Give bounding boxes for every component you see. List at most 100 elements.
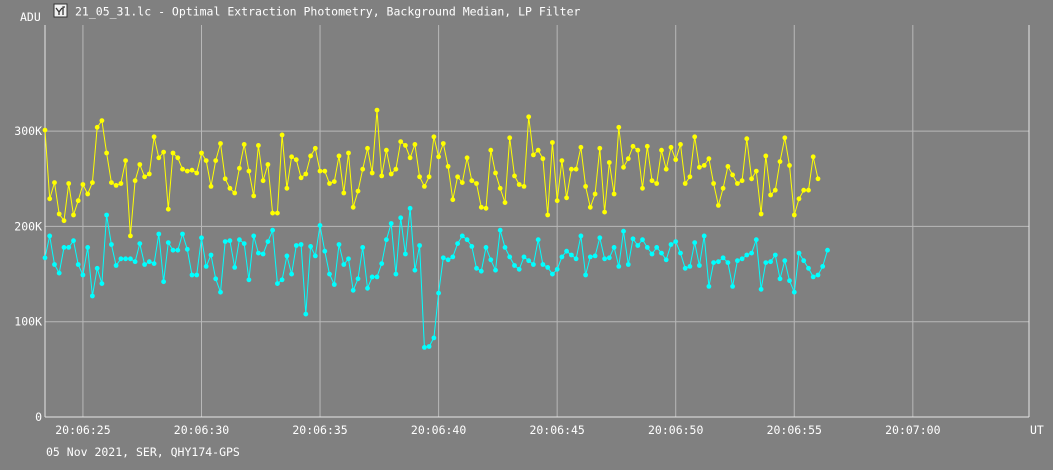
data-point <box>678 250 683 256</box>
data-point <box>61 218 67 224</box>
data-point <box>75 262 81 267</box>
data-point <box>118 256 124 262</box>
data-point <box>697 164 702 170</box>
data-point <box>184 246 190 252</box>
data-point <box>99 118 105 123</box>
vertical-gridlines <box>82 25 914 417</box>
data-point <box>66 181 72 186</box>
data-point <box>621 164 626 170</box>
data-point <box>374 274 380 280</box>
data-point <box>730 172 735 178</box>
data-point <box>445 257 451 263</box>
data-point <box>227 185 233 191</box>
data-point <box>175 247 181 253</box>
data-point <box>175 155 181 161</box>
data-point <box>289 154 294 160</box>
data-point <box>597 235 603 241</box>
data-point <box>735 258 740 264</box>
data-point <box>104 150 109 156</box>
data-point <box>768 192 773 198</box>
data-point <box>279 277 285 283</box>
data-point <box>474 181 479 186</box>
data-point <box>488 147 494 153</box>
data-point <box>507 135 513 141</box>
data-point <box>692 134 698 140</box>
data-point <box>90 293 95 299</box>
data-point <box>507 254 513 260</box>
data-point <box>180 166 185 172</box>
data-point <box>625 156 631 162</box>
data-point <box>293 157 299 163</box>
data-point <box>146 259 152 265</box>
data-point <box>246 168 252 174</box>
data-point <box>56 270 62 276</box>
data-point <box>739 178 745 184</box>
data-point <box>531 152 536 158</box>
data-point <box>66 245 72 250</box>
data-point <box>488 257 494 263</box>
data-point <box>56 211 62 217</box>
data-point <box>469 244 475 249</box>
data-point <box>317 223 323 228</box>
data-point <box>365 145 370 151</box>
data-point <box>346 150 351 156</box>
data-point <box>663 257 669 263</box>
data-point <box>758 286 764 292</box>
y-tick-label: 0 <box>35 410 42 424</box>
x-tick-label: 20:06:40 <box>411 423 466 437</box>
data-point <box>564 248 569 254</box>
window-title: 21_05_31.lc - Optimal Extraction Photome… <box>75 5 580 19</box>
data-point <box>222 239 228 245</box>
data-point <box>275 210 280 216</box>
data-point <box>303 311 309 317</box>
data-point <box>289 271 294 277</box>
data-point <box>649 178 655 184</box>
data-point <box>687 264 693 269</box>
data-point <box>801 187 807 193</box>
data-point <box>194 272 200 278</box>
data-point <box>165 240 171 246</box>
data-point <box>464 237 470 243</box>
data-point <box>341 262 347 267</box>
data-point <box>227 238 233 244</box>
data-point <box>374 107 380 113</box>
data-point <box>161 279 167 285</box>
data-point <box>455 241 460 247</box>
data-point <box>199 150 204 156</box>
data-point <box>369 274 375 280</box>
chart-window-icon[interactable] <box>53 3 68 18</box>
data-point <box>42 127 48 133</box>
data-point <box>279 132 285 138</box>
data-point <box>284 253 290 259</box>
data-point <box>256 250 261 256</box>
data-point <box>156 231 162 237</box>
data-point <box>137 162 143 167</box>
data-point <box>445 164 451 169</box>
data-point <box>94 265 100 271</box>
data-point <box>360 166 366 172</box>
data-point <box>635 243 641 248</box>
data-point <box>516 182 522 187</box>
x-tick-labels: 20:06:25 20:06:30 20:06:35 20:06:40 20:06:45… <box>55 423 940 437</box>
data-point <box>763 260 769 265</box>
data-point <box>654 181 660 186</box>
data-point <box>772 187 778 193</box>
data-point <box>592 191 598 197</box>
data-point <box>398 139 404 145</box>
data-point <box>535 237 541 243</box>
data-point <box>616 124 622 130</box>
data-point <box>654 245 660 250</box>
data-point <box>815 176 821 182</box>
data-point <box>493 170 498 176</box>
x-tick-label: 20:06:50 <box>648 423 703 437</box>
data-point <box>99 281 105 286</box>
data-point <box>52 180 57 186</box>
data-point <box>393 166 399 172</box>
data-point <box>573 166 579 172</box>
data-point <box>772 252 778 258</box>
data-point <box>270 227 275 233</box>
data-point <box>478 268 484 274</box>
data-point <box>350 287 356 293</box>
data-point <box>47 196 53 202</box>
